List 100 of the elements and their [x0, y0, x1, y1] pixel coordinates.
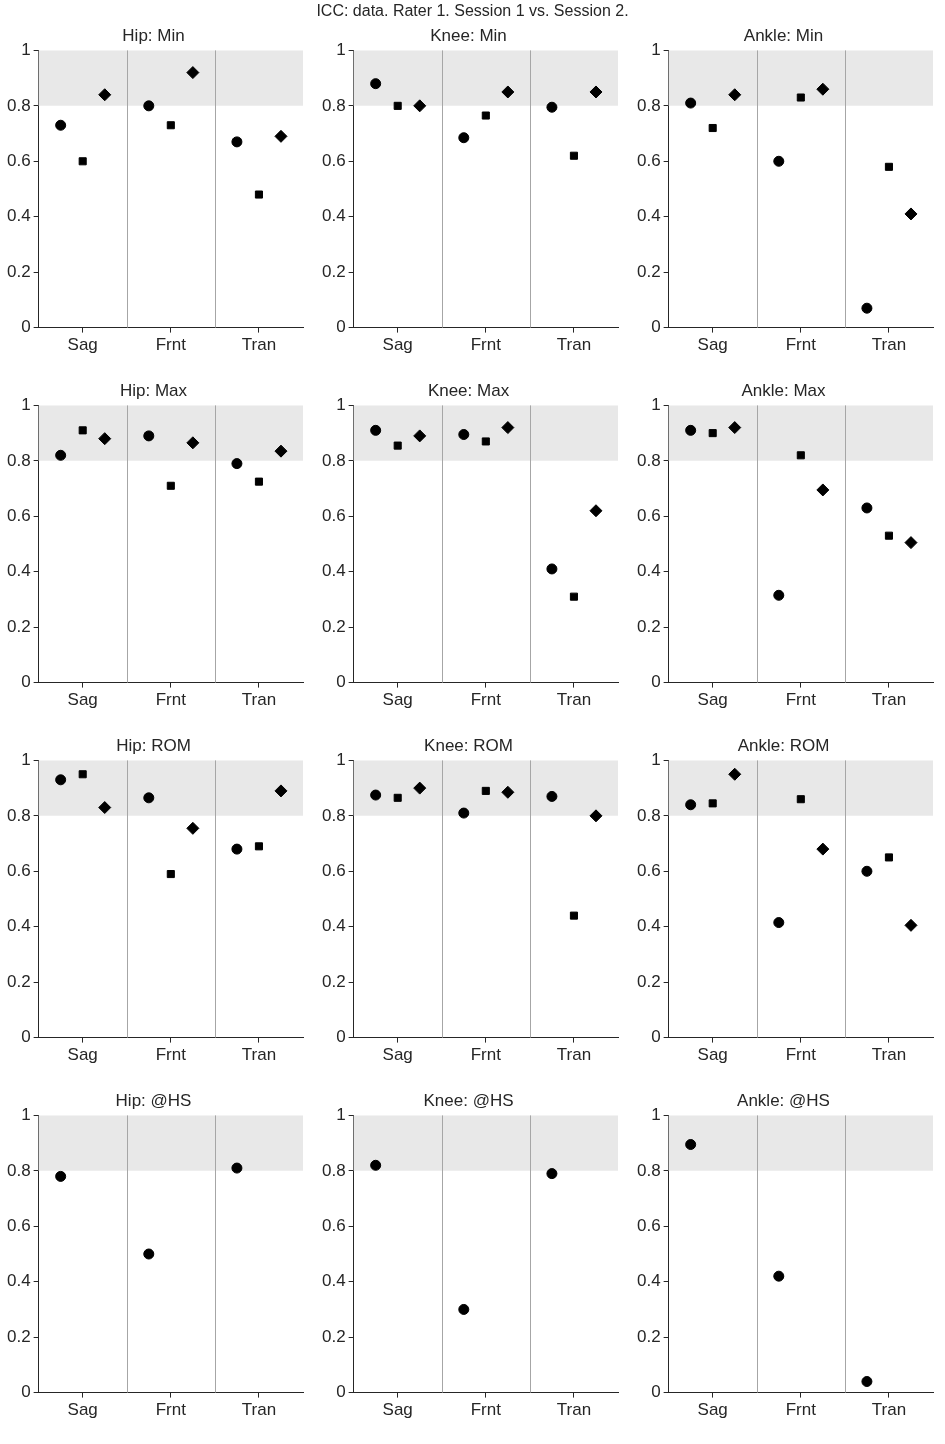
point [546, 1168, 558, 1180]
x-tick-label: Tran [556, 1400, 592, 1420]
y-tick-label: 0.8 [321, 805, 346, 825]
y-tick-label: 0.2 [636, 261, 661, 281]
y-tick-label: 0.4 [636, 1271, 661, 1291]
y-tick-label: 1 [21, 750, 31, 770]
point [685, 1139, 697, 1151]
y-tick-label: 1 [21, 40, 31, 60]
x-tick-label: Tran [871, 1045, 907, 1065]
y-tick-label: 0.8 [6, 805, 31, 825]
point [370, 1159, 382, 1171]
y-tick-label: 0 [21, 672, 31, 692]
x-tick-label: Tran [871, 690, 907, 710]
y-tick-label: 0.2 [6, 261, 31, 281]
y-tick-label: 0 [651, 1382, 661, 1402]
y-tick-label: 0.8 [321, 450, 346, 470]
x-tick-label: Sag [382, 690, 413, 710]
chart-title: Knee: Min [430, 25, 507, 45]
y-tick-label: 0.8 [636, 1160, 661, 1180]
x-tick-label: Tran [556, 690, 592, 710]
y-tick-label: 1 [336, 395, 346, 415]
y-tick-label: 0 [336, 672, 346, 692]
y-tick-label: 1 [21, 395, 31, 415]
x-tick-label: Frnt [785, 1400, 817, 1420]
y-tick-label: 0.4 [6, 206, 31, 226]
x-tick-label: Frnt [785, 690, 817, 710]
x-tick-label: Frnt [470, 1045, 502, 1065]
y-tick-label: 0 [651, 317, 661, 337]
chart-title: Knee: ROM [424, 735, 513, 755]
y-tick-label: 0.6 [321, 150, 346, 170]
y-tick-label: 0.6 [6, 150, 31, 170]
x-tick-label: Frnt [785, 335, 817, 355]
chart-title: Ankle: Min [743, 25, 824, 45]
y-tick-label: 0.2 [6, 1326, 31, 1346]
y-tick-label: 1 [651, 1105, 661, 1125]
x-tick-label: Frnt [470, 1400, 502, 1420]
y-tick-label: 0.4 [321, 1271, 346, 1291]
y-tick-label: 0.2 [321, 1326, 346, 1346]
y-tick-label: 0.2 [636, 971, 661, 991]
x-tick-label: Tran [241, 1045, 277, 1065]
y-tick-label: 0.6 [636, 150, 661, 170]
y-tick-label: 0 [336, 1027, 346, 1047]
y-tick-label: 0.8 [6, 1160, 31, 1180]
y-tick-label: 0.2 [636, 1326, 661, 1346]
y-tick-label: 0.6 [321, 1215, 346, 1235]
x-tick-label: Sag [382, 1045, 413, 1065]
x-tick-label: Sag [697, 1400, 728, 1420]
x-tick-label: Tran [241, 1400, 277, 1420]
x-tick-label: Sag [382, 1400, 413, 1420]
point [143, 1248, 155, 1260]
y-tick-label: 1 [651, 395, 661, 415]
x-tick-label: Frnt [155, 1400, 187, 1420]
y-tick-label: 0.6 [636, 860, 661, 880]
y-tick-label: 0.8 [321, 95, 346, 115]
chart-title: Hip: @HS [115, 1090, 192, 1110]
x-tick-label: Frnt [155, 1045, 187, 1065]
y-tick-label: 0.6 [321, 860, 346, 880]
y-tick-label: 0.4 [6, 1271, 31, 1291]
x-tick-label: Tran [241, 335, 277, 355]
y-tick-label: 0 [21, 1027, 31, 1047]
y-tick-label: 1 [651, 750, 661, 770]
y-tick-label: 1 [336, 40, 346, 60]
x-tick-label: Frnt [470, 335, 502, 355]
y-tick-label: 1 [21, 1105, 31, 1125]
x-tick-label: Tran [241, 690, 277, 710]
y-tick-label: 0.6 [6, 860, 31, 880]
chart-title: Ankle: Max [741, 380, 827, 400]
chart-title: Hip: ROM [116, 735, 191, 755]
y-tick-label: 0.8 [6, 95, 31, 115]
y-tick-label: 0.4 [636, 561, 661, 581]
x-tick-label: Sag [697, 1045, 728, 1065]
y-tick-label: 0.4 [321, 561, 346, 581]
x-tick-label: Sag [67, 1400, 98, 1420]
x-tick-label: Frnt [785, 1045, 817, 1065]
y-tick-label: 0.2 [321, 616, 346, 636]
point [861, 1376, 873, 1388]
y-tick-label: 0.6 [636, 505, 661, 525]
x-tick-label: Tran [556, 335, 592, 355]
x-tick-label: Frnt [470, 690, 502, 710]
y-tick-label: 0.2 [321, 261, 346, 281]
chart-title: Hip: Min [122, 25, 185, 45]
x-tick-label: Sag [67, 690, 98, 710]
chart-title: Ankle: ROM [737, 735, 830, 755]
x-tick-label: Sag [697, 690, 728, 710]
y-tick-label: 0.6 [6, 1215, 31, 1235]
x-tick-label: Frnt [155, 690, 187, 710]
point [773, 1270, 785, 1282]
y-tick-label: 0.2 [6, 616, 31, 636]
y-tick-label: 0.8 [636, 805, 661, 825]
y-tick-label: 0 [336, 317, 346, 337]
y-tick-label: 0 [21, 1382, 31, 1402]
y-tick-label: 0.4 [6, 561, 31, 581]
y-tick-label: 0.6 [321, 505, 346, 525]
y-tick-label: 0.4 [6, 916, 31, 936]
y-tick-label: 0 [336, 1382, 346, 1402]
y-tick-label: 0.4 [321, 206, 346, 226]
y-tick-label: 0.8 [636, 450, 661, 470]
text: ICC: data. Rater 1. Session 1 vs. Session 2. [315, 1, 630, 21]
y-tick-label: 0.2 [636, 616, 661, 636]
y-tick-label: 0.8 [6, 450, 31, 470]
